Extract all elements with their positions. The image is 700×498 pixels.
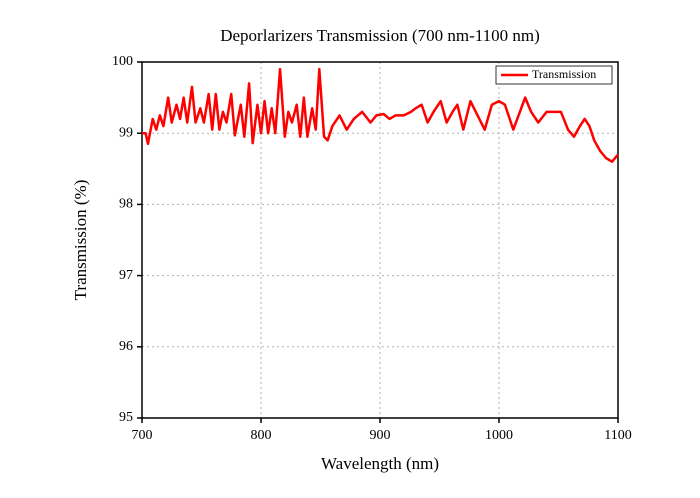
legend-label: Transmission: [532, 67, 596, 81]
x-tick-label: 800: [251, 428, 272, 443]
y-tick-label: 100: [112, 54, 133, 69]
chart-title: Deporlarizers Transmission (700 nm-1100 …: [220, 26, 540, 45]
y-tick-label: 97: [119, 268, 133, 283]
legend-box: [495, 65, 613, 85]
data-line: [142, 67, 619, 163]
y-tick-label: 95: [119, 410, 133, 425]
x-tick-label: 700: [132, 428, 153, 443]
x-axis-label: Wavelength (nm): [321, 454, 439, 473]
x-tick-label: 1000: [485, 428, 513, 443]
y-axis-label: Transmission (%): [71, 180, 90, 301]
y-tick-label: 98: [119, 197, 133, 212]
x-tick-label: 1100: [604, 428, 631, 443]
plot-frame: [141, 61, 619, 419]
y-tick-label: 99: [119, 125, 133, 140]
y-tick-label: 96: [119, 339, 133, 354]
x-tick-label: 900: [370, 428, 391, 443]
